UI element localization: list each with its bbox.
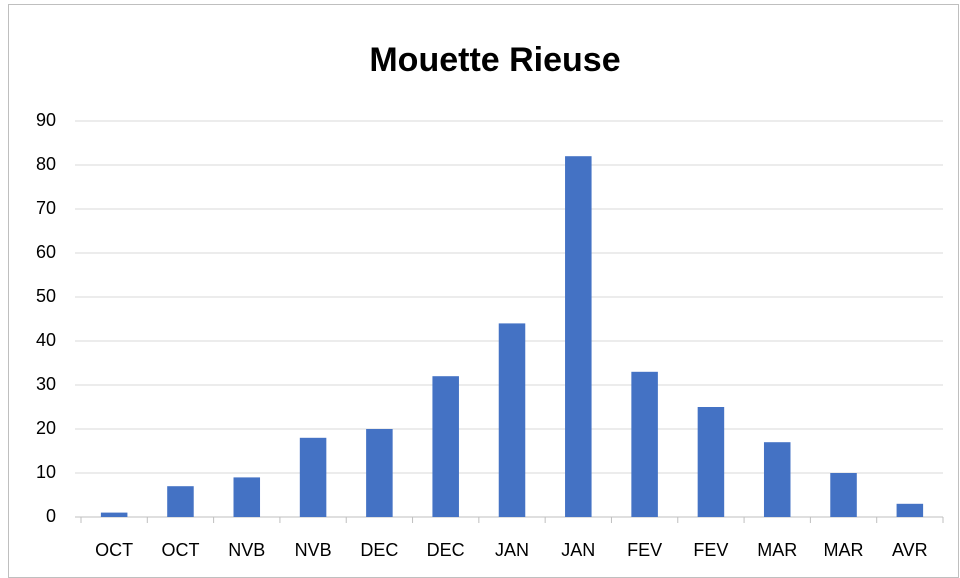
y-tick-label: 0: [46, 506, 56, 526]
chart-title: Mouette Rieuse: [369, 41, 620, 79]
y-tick-label: 90: [36, 110, 56, 130]
y-tick-label: 20: [36, 418, 56, 438]
chart-border: [8, 4, 959, 578]
y-tick-label: 80: [36, 154, 56, 174]
x-tick-label: FEV: [693, 540, 728, 560]
bar: [299, 437, 327, 517]
bar: [100, 512, 128, 517]
bar: [896, 503, 924, 517]
y-tick-label: 10: [36, 462, 56, 482]
x-tick-label: NVB: [228, 540, 265, 560]
x-tick-label: AVR: [892, 540, 928, 560]
bar: [697, 407, 725, 517]
y-tick-label: 40: [36, 330, 56, 350]
y-tick-label: 50: [36, 286, 56, 306]
bar: [565, 156, 592, 517]
x-tick-label: OCT: [161, 540, 199, 560]
x-tick-label: MAR: [824, 540, 864, 560]
x-tick-label: OCT: [95, 540, 133, 560]
bar: [366, 429, 393, 517]
x-tick-label: DEC: [427, 540, 465, 560]
bar: [167, 486, 194, 517]
y-tick-label: 60: [36, 242, 56, 262]
y-tick-label: 30: [36, 374, 56, 394]
y-tick-label: 70: [36, 198, 56, 218]
bar: [498, 323, 526, 517]
x-tick-label: JAN: [495, 540, 529, 560]
bar: [763, 442, 791, 517]
bar: [830, 473, 857, 517]
x-tick-label: FEV: [627, 540, 662, 560]
bar: [432, 376, 459, 517]
x-tick-label: NVB: [295, 540, 332, 560]
bar: [631, 371, 658, 517]
x-tick-label: JAN: [561, 540, 595, 560]
bar: [233, 477, 261, 517]
x-tick-label: MAR: [757, 540, 797, 560]
x-tick-label: DEC: [360, 540, 398, 560]
